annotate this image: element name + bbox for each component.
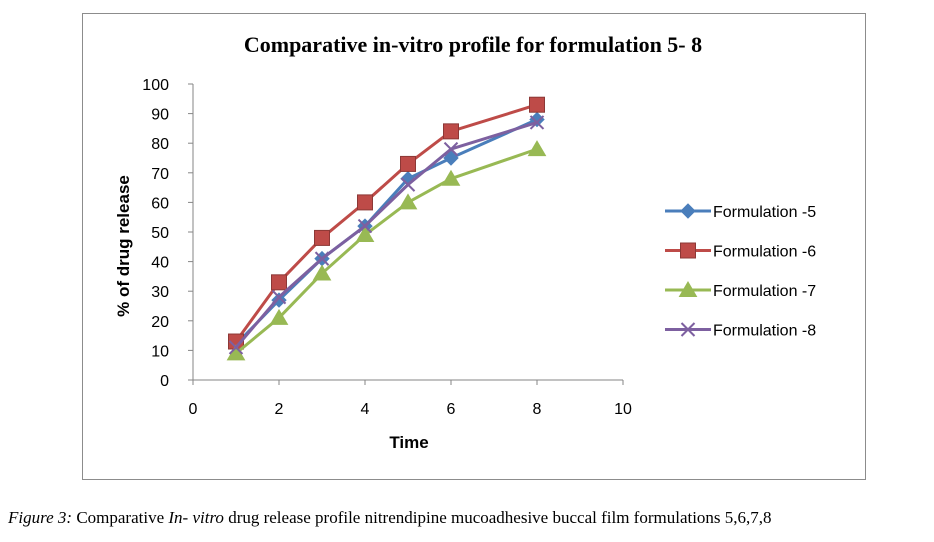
caption-italic-text: In- vitro (168, 508, 224, 527)
data-point-stroke (271, 289, 287, 305)
y-tick-label: 10 (151, 343, 169, 360)
plot-area: 0 10 20 30 40 50 60 70 80 90 100 0 2 4 6 8 10 (142, 77, 632, 418)
data-point (443, 150, 459, 166)
data-point (269, 308, 289, 325)
legend-item: Formulation -5 (665, 203, 816, 221)
chart-title: Comparative in-vitro profile for formula… (244, 32, 702, 57)
data-point (314, 251, 330, 266)
x-tick-label: 8 (533, 401, 542, 418)
y-tick-label: 90 (151, 107, 169, 124)
data-point (271, 289, 287, 305)
data-point (527, 140, 547, 157)
caption-text-before: Comparative (72, 508, 169, 527)
legend-label: Formulation -7 (713, 283, 816, 300)
y-tick-label: 40 (151, 255, 169, 272)
y-tick-label: 60 (151, 195, 169, 212)
data-point (357, 194, 373, 211)
data-point (355, 225, 375, 242)
figure-caption: Figure 3: Comparative In- vitro drug rel… (8, 508, 934, 528)
data-point-stroke (529, 115, 545, 130)
legend: Formulation -5 Formulation -6 Formulation … (665, 203, 816, 340)
data-point (680, 322, 696, 337)
y-tick-label: 30 (151, 284, 169, 301)
x-tick-label: 6 (447, 401, 456, 418)
data-point (400, 177, 416, 192)
x-tick-label: 0 (189, 401, 198, 418)
series-3 (226, 140, 547, 361)
legend-item: Formulation -6 (665, 242, 816, 261)
y-tick-label: 80 (151, 136, 169, 153)
legend-label: Formulation -6 (713, 244, 816, 261)
x-tick-label: 4 (361, 401, 370, 418)
data-point-stroke (400, 177, 416, 192)
data-point (529, 115, 545, 130)
legend-label: Formulation -8 (713, 323, 816, 340)
legend-label: Formulation -5 (713, 204, 816, 221)
legend-item: Formulation -7 (665, 281, 816, 300)
legend-item: Formulation -8 (665, 322, 816, 340)
data-point (680, 203, 696, 219)
data-point-stroke (314, 251, 330, 266)
data-point (228, 340, 244, 355)
data-point (529, 96, 545, 113)
chart-frame: Comparative in-vitro profile for formula… (82, 13, 866, 480)
data-point (678, 281, 698, 297)
data-point (398, 193, 418, 210)
data-point (312, 264, 332, 281)
y-tick-label: 100 (142, 77, 169, 94)
data-point-stroke (357, 218, 373, 234)
caption-text-after: drug release profile nitrendipine mucoad… (223, 508, 772, 527)
x-tick-label: 10 (614, 401, 632, 418)
data-point (271, 274, 287, 291)
data-point (271, 292, 287, 308)
y-tick-label: 20 (151, 314, 169, 331)
data-point-stroke (443, 141, 459, 157)
data-point-stroke (228, 340, 244, 355)
x-tick-label: 2 (275, 401, 284, 418)
data-point (443, 141, 459, 157)
data-point-stroke (680, 322, 696, 337)
series-4 (228, 115, 545, 355)
caption-label: Figure 3: (8, 508, 73, 527)
data-point (441, 169, 461, 186)
data-point (357, 218, 373, 234)
data-point (314, 229, 330, 246)
data-point (400, 155, 416, 172)
series-line (234, 118, 538, 346)
y-tick-label: 50 (151, 225, 169, 242)
chart-svg: Comparative in-vitro profile for formula… (114, 32, 816, 452)
data-point (680, 242, 696, 259)
y-tick-label: 0 (160, 373, 169, 390)
data-point (443, 123, 459, 140)
y-axis-label: % of drug release (114, 175, 133, 317)
y-tick-label: 70 (151, 166, 169, 183)
x-axis-label: Time (389, 433, 428, 452)
